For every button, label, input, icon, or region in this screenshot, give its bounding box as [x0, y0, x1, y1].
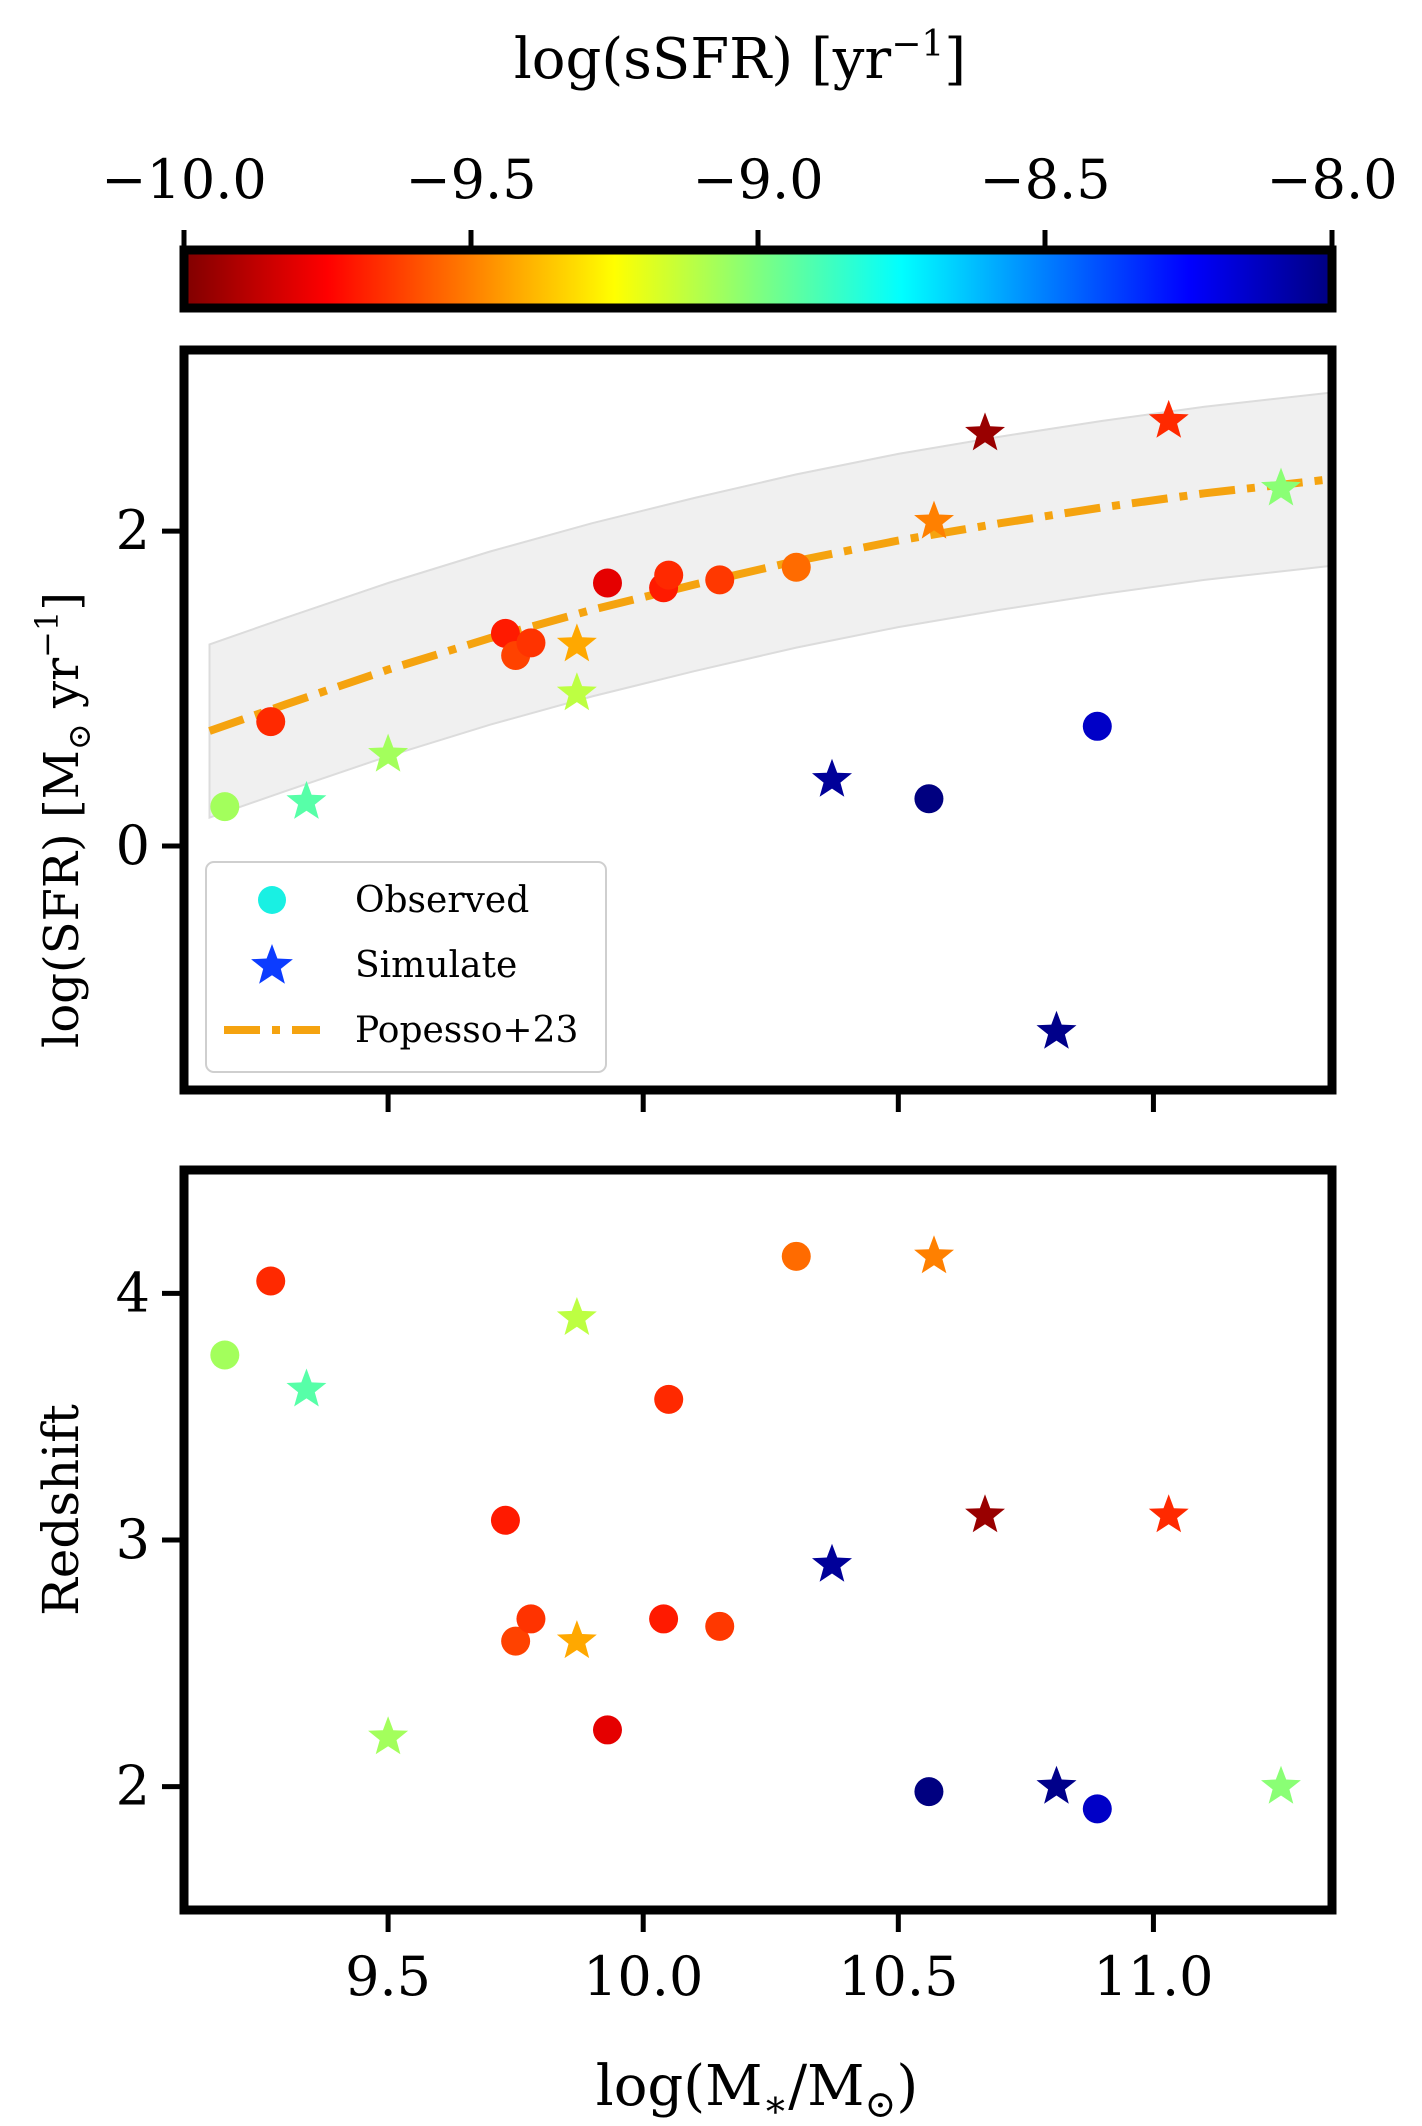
- simulated-point: [368, 1716, 409, 1755]
- popesso-band: [208, 391, 1332, 820]
- observed-point: [516, 628, 546, 658]
- colorbar-tick-label: −8.0: [1266, 148, 1397, 211]
- simulated-point: [556, 1620, 597, 1659]
- simulated-point: [914, 500, 954, 539]
- observed-point: [654, 560, 684, 590]
- observed-point: [490, 1505, 520, 1535]
- sfr-ylabel: log(SFR) [M⊙ yr−1]: [28, 592, 98, 1048]
- observed-point: [781, 552, 811, 582]
- observed-point: [705, 1611, 735, 1641]
- observed-point: [210, 1340, 240, 1370]
- simulated-point: [1036, 1765, 1077, 1804]
- simulated-point: [1148, 1494, 1189, 1533]
- observed-point: [1082, 711, 1112, 741]
- observed-point: [256, 1266, 286, 1296]
- simulated-point: [556, 672, 597, 711]
- y-tick-label: 2: [116, 1755, 150, 1818]
- simulated-point: [914, 1235, 954, 1274]
- simulated-point: [965, 1494, 1005, 1533]
- redshift-panel: 2 3 4 9.5 10.0 10.5 11.0 Redshift log(M∗/M⊙): [32, 1165, 1337, 2126]
- legend-box: [205, 861, 607, 1073]
- colorbar-tick-label: −8.5: [979, 148, 1110, 211]
- simulated-point: [1261, 1765, 1301, 1804]
- observed-point: [649, 1604, 679, 1634]
- observed-point: [1082, 1794, 1112, 1824]
- observed-point: [654, 1384, 684, 1414]
- simulated-point: [556, 623, 597, 662]
- simulated-point: [965, 412, 1005, 451]
- y-tick-label: 4: [116, 1261, 150, 1324]
- redshift-frame: [179, 1165, 1337, 1915]
- observed-point: [490, 618, 520, 648]
- legend-observed-marker: [258, 886, 286, 914]
- observed-point: [592, 1715, 622, 1745]
- x-tick-label: 10.5: [838, 1945, 958, 2008]
- legend-observed-label: Observed: [355, 880, 529, 921]
- simulated-point: [286, 780, 327, 819]
- y-tick-label: 3: [116, 1508, 150, 1571]
- colorbar-label: log(sSFR) [yr−1]: [514, 24, 966, 92]
- legend-popesso-label: Popesso+23: [355, 1010, 578, 1051]
- observed-point: [256, 707, 286, 737]
- simulated-point: [556, 1297, 597, 1335]
- observed-point: [210, 792, 240, 822]
- simulated-point: [812, 758, 852, 797]
- colorbar-tick-label: −9.5: [405, 148, 536, 211]
- redshift-ylabel: Redshift: [32, 1404, 90, 1616]
- simulated-point: [368, 733, 409, 772]
- y-tick-label: 2: [116, 499, 150, 562]
- observed-point: [914, 1777, 944, 1807]
- legend-simulate-marker: [251, 944, 293, 984]
- observed-point: [705, 565, 735, 595]
- y-tick-label: 0: [116, 814, 150, 877]
- x-tick-label: 9.5: [345, 1945, 431, 2008]
- sfr-panel: 0 2 log(SFR) [M⊙ yr−1] Observed Simulate …: [28, 345, 1337, 1112]
- observed-point: [501, 1626, 531, 1656]
- observed-point: [592, 568, 622, 598]
- simulated-point: [1261, 467, 1301, 506]
- sfr-frame: [179, 345, 1337, 1095]
- popesso-line: [208, 475, 1332, 735]
- simulated-point: [1036, 1010, 1077, 1049]
- colorbar-gradient: [179, 245, 1337, 313]
- observed-point: [781, 1241, 811, 1271]
- simulated-point: [1148, 399, 1189, 438]
- simulated-point: [812, 1543, 852, 1582]
- colorbar-tick-label: −9.0: [692, 148, 823, 211]
- mass-xlabel: log(M∗/M⊙): [596, 2054, 918, 2126]
- colorbar-tick-label: −10.0: [101, 148, 266, 211]
- legend-simulate-label: Simulate: [355, 945, 517, 986]
- legend: Observed Simulate Popesso+23: [205, 861, 607, 1073]
- x-tick-label: 11.0: [1093, 1945, 1213, 2008]
- observed-point: [516, 1604, 546, 1634]
- colorbar: log(sSFR) [yr−1] −10.0 −9.5 −9.0 −8.5 −8.0: [101, 24, 1398, 313]
- colorbar-ticks: −10.0 −9.5 −9.0 −8.5 −8.0: [101, 148, 1398, 250]
- observed-point: [914, 784, 944, 814]
- simulated-point: [286, 1368, 327, 1407]
- x-tick-label: 10.0: [583, 1945, 703, 2008]
